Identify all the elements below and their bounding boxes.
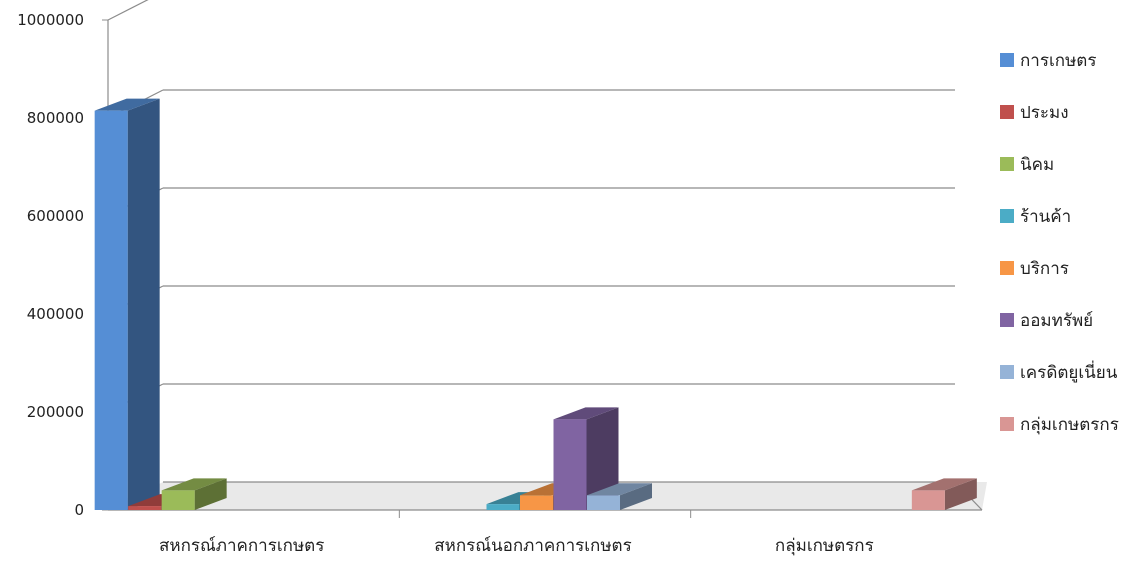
bar [553,407,619,510]
bar-front [486,504,520,510]
bar-side [194,478,227,510]
bar-top [161,478,227,491]
x-category-label: กลุ่มเกษตรกร [775,536,874,556]
bar-top [587,483,652,496]
legend-swatch [1000,157,1014,171]
bar [94,98,160,511]
y-tick-label: 0 [74,501,84,519]
y-tick-label: 400000 [27,305,84,323]
bar-side [944,478,977,510]
bar-front [520,495,553,510]
legend-label: บริการ [1020,259,1069,279]
bars [94,98,977,511]
legend-swatch [1000,261,1014,275]
legend-swatch [1000,365,1014,379]
y-tick-label: 1000000 [17,11,84,29]
bar-front [128,506,162,510]
legend-swatch [1000,209,1014,223]
bar-front [161,490,195,510]
legend-label: กลุ่มเกษตรกร [1020,415,1119,435]
legend-swatch [1000,105,1014,119]
gridlines [107,0,955,483]
bar-side [586,407,619,510]
axes [102,19,983,518]
bar-side [620,483,652,510]
bar-front [587,495,620,510]
bar-front [911,490,945,510]
bar-top [911,478,977,491]
legend-label: ออมทรัพย์ [1020,311,1093,331]
bar [911,478,977,510]
gridline-side [107,0,149,21]
y-tick-label: 200000 [27,403,84,421]
category-labels: สหกรณ์ภาคการเกษตร สหกรณ์นอกภาคการเกษตร กลุ… [159,536,874,556]
legend-label: ร้านค้า [1020,207,1071,227]
legend-swatch [1000,417,1014,431]
bar-top [553,407,619,420]
bar-top [94,98,160,111]
y-tick-label: 800000 [27,109,84,127]
legend-swatch [1000,313,1014,327]
legend-swatch [1000,53,1014,67]
bar [161,478,227,510]
x-category-label: สหกรณ์ภาคการเกษตร [159,536,324,556]
bar-front [94,110,128,511]
legend-label: ประมง [1020,103,1069,123]
x-category-label: สหกรณ์นอกภาคการเกษตร [434,536,631,556]
y-tick-labels: 0 200000 400000 600000 800000 1000000 [17,11,84,519]
bar-front [553,419,587,510]
bar [587,483,652,510]
legend-label: เครดิตยูเนี่ยน [1020,360,1118,383]
bar-side [127,98,160,511]
y-tick-label: 600000 [27,207,84,225]
legend: การเกษตรประมงนิคมร้านค้าบริการออมทรัพย์เ… [1000,51,1119,435]
legend-label: นิคม [1020,155,1054,175]
legend-label: การเกษตร [1020,51,1096,71]
